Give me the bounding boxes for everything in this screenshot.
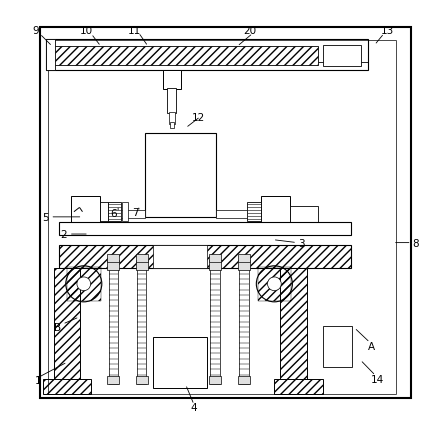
Text: 1: 1 <box>35 376 42 386</box>
Bar <box>153 245 207 267</box>
Bar <box>107 376 119 384</box>
Bar <box>40 27 411 398</box>
Bar <box>280 267 306 380</box>
Bar <box>209 260 221 270</box>
Bar <box>136 254 148 262</box>
Text: 8: 8 <box>412 239 419 249</box>
Bar <box>107 260 119 270</box>
Text: B: B <box>55 324 62 334</box>
Text: 6: 6 <box>111 209 117 219</box>
Text: 20: 20 <box>243 26 257 36</box>
Bar <box>46 39 368 70</box>
Bar <box>261 196 290 226</box>
Bar <box>136 260 148 270</box>
Bar <box>46 39 56 70</box>
Bar <box>209 376 221 384</box>
Bar <box>52 46 318 65</box>
Text: 5: 5 <box>42 213 48 223</box>
Text: 4: 4 <box>191 403 198 413</box>
Bar <box>59 245 351 267</box>
Bar <box>43 379 91 394</box>
Bar <box>71 196 100 226</box>
Bar <box>136 376 148 384</box>
Bar <box>169 112 175 124</box>
Text: 10: 10 <box>80 26 93 36</box>
Bar <box>109 266 118 384</box>
Bar <box>209 254 221 262</box>
Bar <box>163 70 181 89</box>
Bar <box>108 202 121 221</box>
Bar <box>210 266 220 384</box>
Bar <box>67 267 100 301</box>
Text: 14: 14 <box>371 375 384 385</box>
Text: 3: 3 <box>298 239 305 249</box>
Bar <box>170 122 174 127</box>
Bar <box>215 210 247 218</box>
Bar <box>290 206 318 224</box>
Bar <box>145 133 215 217</box>
Bar <box>54 267 80 380</box>
Bar <box>323 45 361 66</box>
Bar <box>274 379 323 394</box>
Text: A: A <box>368 342 375 352</box>
Bar <box>239 266 249 384</box>
Circle shape <box>77 277 91 291</box>
Bar <box>238 376 250 384</box>
Circle shape <box>267 277 281 291</box>
Bar <box>153 337 207 388</box>
Bar <box>323 326 352 367</box>
Bar <box>167 88 176 113</box>
Bar <box>238 254 250 262</box>
Bar <box>247 202 261 221</box>
Text: 7: 7 <box>132 207 139 218</box>
Text: 13: 13 <box>381 26 394 36</box>
Bar <box>107 254 119 262</box>
Bar <box>121 210 145 218</box>
Text: 12: 12 <box>192 113 205 123</box>
Text: 2: 2 <box>61 230 67 240</box>
Bar <box>137 266 147 384</box>
Text: 11: 11 <box>127 25 141 35</box>
Bar <box>59 222 351 235</box>
Bar <box>238 260 250 270</box>
Bar <box>123 202 128 221</box>
Bar <box>99 202 108 221</box>
Text: 9: 9 <box>32 26 39 36</box>
Bar <box>258 267 291 301</box>
